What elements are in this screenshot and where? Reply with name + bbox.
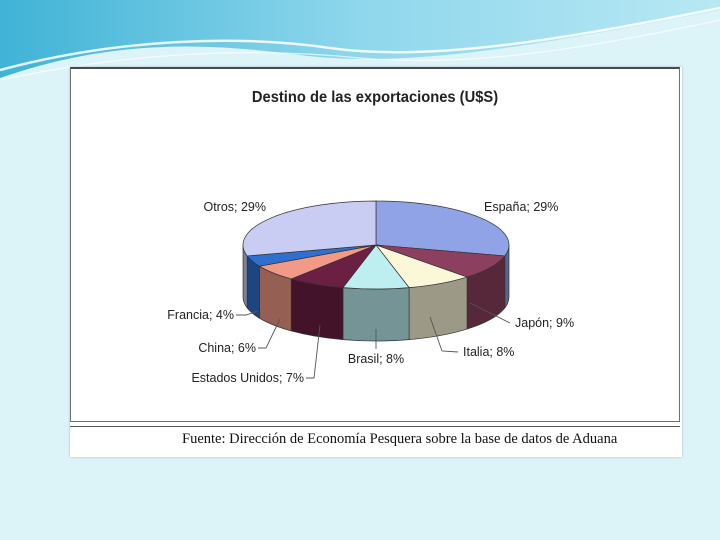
slice-label-españa: España; 29% xyxy=(484,200,558,214)
chart-figure: Destino de las exportaciones (U$S) Españ… xyxy=(70,67,682,457)
chart-frame xyxy=(70,67,680,422)
slice-label-japón: Japón; 9% xyxy=(515,316,574,330)
pie-slice-otros xyxy=(242,200,377,257)
leader-line-japón xyxy=(469,302,511,324)
slice-label-otros: Otros; 29% xyxy=(203,200,266,214)
source-divider xyxy=(70,426,680,427)
source-note: Fuente: Dirección de Economía Pesquera s… xyxy=(182,431,618,447)
slice-label-francia: Francia; 4% xyxy=(167,308,234,322)
leader-line-italia xyxy=(429,316,459,353)
slice-label-brasil: Brasil; 8% xyxy=(348,352,404,366)
pie-side-estados-unidos xyxy=(290,278,344,340)
leader-line-estados-unidos xyxy=(306,324,321,379)
slice-label-estados-unidos: Estados Unidos; 7% xyxy=(191,371,304,385)
slice-label-china: China; 6% xyxy=(198,341,256,355)
slice-label-italia: Italia; 8% xyxy=(463,345,514,359)
chart-title: Destino de las exportaciones (U$S) xyxy=(251,89,499,106)
pie-chart: España; 29% Japón; 9% Italia; 8% Brasil; 8%… xyxy=(167,200,574,385)
header-swoosh xyxy=(0,0,720,81)
pie-slice-españa xyxy=(375,200,510,257)
leader-line-china xyxy=(258,318,281,349)
leader-line-francia xyxy=(236,310,259,316)
